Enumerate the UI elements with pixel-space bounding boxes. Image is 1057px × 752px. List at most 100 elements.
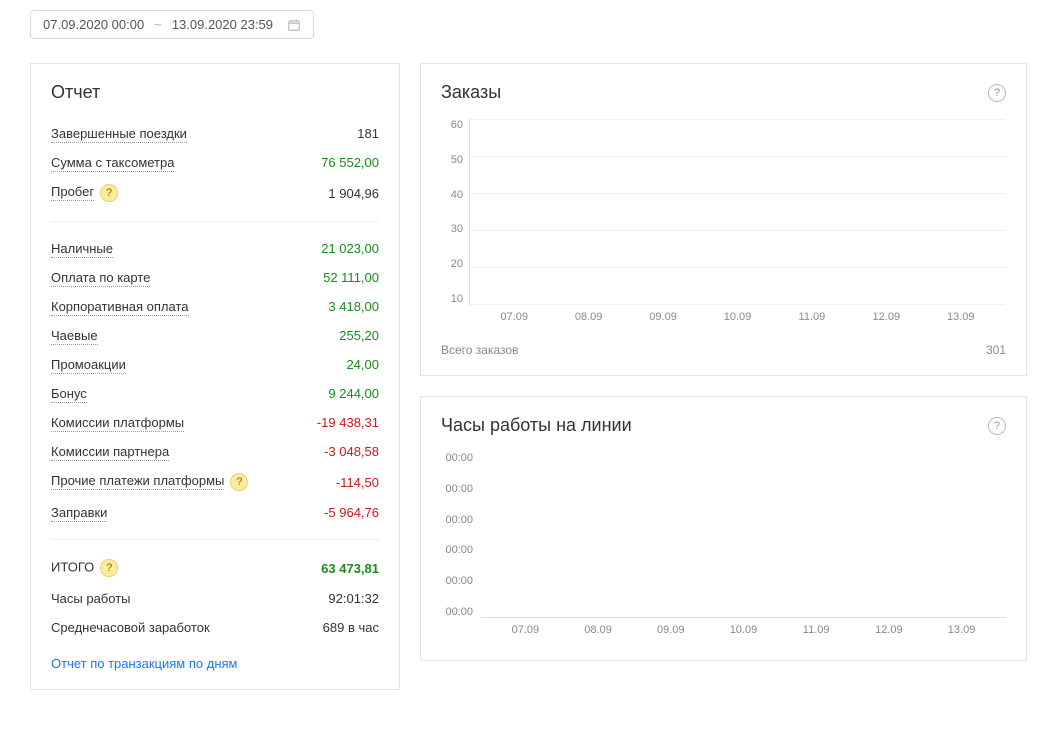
help-icon[interactable]: ?: [230, 473, 248, 491]
report-row-label: Часы работы: [51, 591, 131, 606]
x-tick: 12.09: [860, 618, 918, 642]
report-row: Чаевые 255,20: [51, 321, 379, 350]
report-row-value: 21 023,00: [321, 241, 379, 256]
x-tick: 07.09: [485, 305, 543, 329]
report-row-label: Промоакции: [51, 357, 126, 374]
report-row-value: 24,00: [346, 357, 379, 372]
orders-panel: Заказы ? 605040302010 07.0908.0909.0910.…: [420, 63, 1027, 376]
y-tick: 20: [441, 258, 463, 270]
y-tick: 10: [441, 293, 463, 305]
report-title: Отчет: [51, 82, 379, 103]
hours-panel: Часы работы на линии ? 00:00 00:00 00:00 00…: [420, 396, 1027, 661]
report-row-value: 9 244,00: [328, 386, 379, 401]
y-tick: 00:00: [441, 575, 473, 587]
x-tick: 11.09: [783, 305, 841, 329]
report-row-value: 1 904,96: [328, 186, 379, 201]
report-row-value: 52 111,00: [323, 270, 379, 285]
y-tick: 60: [441, 119, 463, 131]
y-tick: 00:00: [441, 452, 473, 464]
report-row-label-wrap: Сумма с таксометра: [51, 155, 174, 170]
report-row-label-wrap: ИТОГО?: [51, 559, 118, 577]
report-row-value: -19 438,31: [317, 415, 379, 430]
report-row-label: Корпоративная оплата: [51, 299, 189, 316]
report-row: Комиссии платформы -19 438,31: [51, 408, 379, 437]
calendar-icon: [287, 18, 301, 32]
report-row-value: 181: [357, 126, 379, 141]
report-row: Пробег? 1 904,96: [51, 177, 379, 209]
date-range-picker[interactable]: 07.09.2020 00:00 ~ 13.09.2020 23:59: [30, 10, 314, 39]
x-tick: 09.09: [634, 305, 692, 329]
report-row-label: Комиссии платформы: [51, 415, 184, 432]
report-row: Заправки -5 964,76: [51, 498, 379, 527]
y-tick: 00:00: [441, 514, 473, 526]
x-tick: 11.09: [787, 618, 845, 642]
x-tick: 13.09: [932, 305, 990, 329]
report-row-label-wrap: Среднечасовой заработок: [51, 620, 210, 635]
report-row: Комиссии партнера -3 048,58: [51, 437, 379, 466]
report-row-value: 63 473,81: [321, 561, 379, 576]
report-row-label: Чаевые: [51, 328, 98, 345]
help-icon[interactable]: ?: [988, 417, 1006, 435]
report-row-value: 3 418,00: [328, 299, 379, 314]
y-tick: 00:00: [441, 544, 473, 556]
orders-chart: 605040302010 07.0908.0909.0910.0911.0912…: [441, 119, 1006, 329]
report-row-label-wrap: Наличные: [51, 241, 113, 256]
report-row: Наличные 21 023,00: [51, 234, 379, 263]
report-row-label: Наличные: [51, 241, 113, 258]
hours-title: Часы работы на линии: [441, 415, 632, 436]
report-row-label: Среднечасовой заработок: [51, 620, 210, 635]
report-row-label-wrap: Промоакции: [51, 357, 126, 372]
report-row-label-wrap: Заправки: [51, 505, 107, 520]
gridline: [470, 193, 1006, 194]
report-row-value: -5 964,76: [324, 505, 379, 520]
y-tick: 40: [441, 189, 463, 201]
x-tick: 10.09: [708, 305, 766, 329]
report-row: Бонус 9 244,00: [51, 379, 379, 408]
report-row-label: ИТОГО: [51, 559, 94, 574]
chart-plot: [469, 119, 1006, 305]
report-row-label: Бонус: [51, 386, 87, 403]
help-icon[interactable]: ?: [100, 184, 118, 202]
hours-chart: 00:0000:0000:0000:0000:0000:00 07.0908.0…: [441, 452, 1006, 642]
report-row-value: -3 048,58: [324, 444, 379, 459]
x-tick: 08.09: [569, 618, 627, 642]
x-tick: 07.09: [496, 618, 554, 642]
date-to: 13.09.2020 23:59: [172, 17, 273, 32]
y-axis: 605040302010: [441, 119, 469, 329]
x-tick: 08.09: [560, 305, 618, 329]
report-row-label-wrap: Прочие платежи платформы?: [51, 473, 248, 491]
report-row-label: Пробег: [51, 184, 94, 201]
date-from: 07.09.2020 00:00: [43, 17, 144, 32]
report-panel: Отчет Завершенные поездки 181 Сумма с такс…: [30, 63, 400, 690]
report-row-label-wrap: Оплата по карте: [51, 270, 150, 285]
report-row-label-wrap: Комиссии партнера: [51, 444, 169, 459]
report-row: Прочие платежи платформы? -114,50: [51, 466, 379, 498]
gridline: [470, 267, 1006, 268]
help-icon[interactable]: ?: [100, 559, 118, 577]
report-row-label: Прочие платежи платформы: [51, 473, 224, 490]
transactions-by-day-link[interactable]: Отчет по транзакциям по дням: [51, 656, 237, 671]
report-row-label: Комиссии партнера: [51, 444, 169, 461]
report-row: Промоакции 24,00: [51, 350, 379, 379]
report-row: Часы работы 92:01:32: [51, 584, 379, 613]
help-icon[interactable]: ?: [988, 84, 1006, 102]
y-tick: 00:00: [441, 606, 473, 618]
report-row-label-wrap: Часы работы: [51, 591, 131, 606]
report-row-label-wrap: Завершенные поездки: [51, 126, 187, 141]
x-axis: 07.0908.0909.0910.0911.0912.0913.09: [469, 305, 1006, 329]
gridline: [470, 230, 1006, 231]
report-row-value: -114,50: [336, 475, 379, 490]
report-row-label-wrap: Чаевые: [51, 328, 98, 343]
x-tick: 10.09: [714, 618, 772, 642]
orders-title: Заказы: [441, 82, 501, 103]
divider: [51, 539, 379, 540]
report-row: Завершенные поездки 181: [51, 119, 379, 148]
report-row-value: 92:01:32: [328, 591, 379, 606]
date-range-separator: ~: [154, 17, 162, 32]
report-row: Среднечасовой заработок689 в час: [51, 613, 379, 642]
report-row-value: 255,20: [339, 328, 379, 343]
report-row: ИТОГО? 63 473,81: [51, 552, 379, 584]
divider: [51, 221, 379, 222]
report-row-label-wrap: Корпоративная оплата: [51, 299, 189, 314]
chart-plot: [481, 452, 1006, 618]
